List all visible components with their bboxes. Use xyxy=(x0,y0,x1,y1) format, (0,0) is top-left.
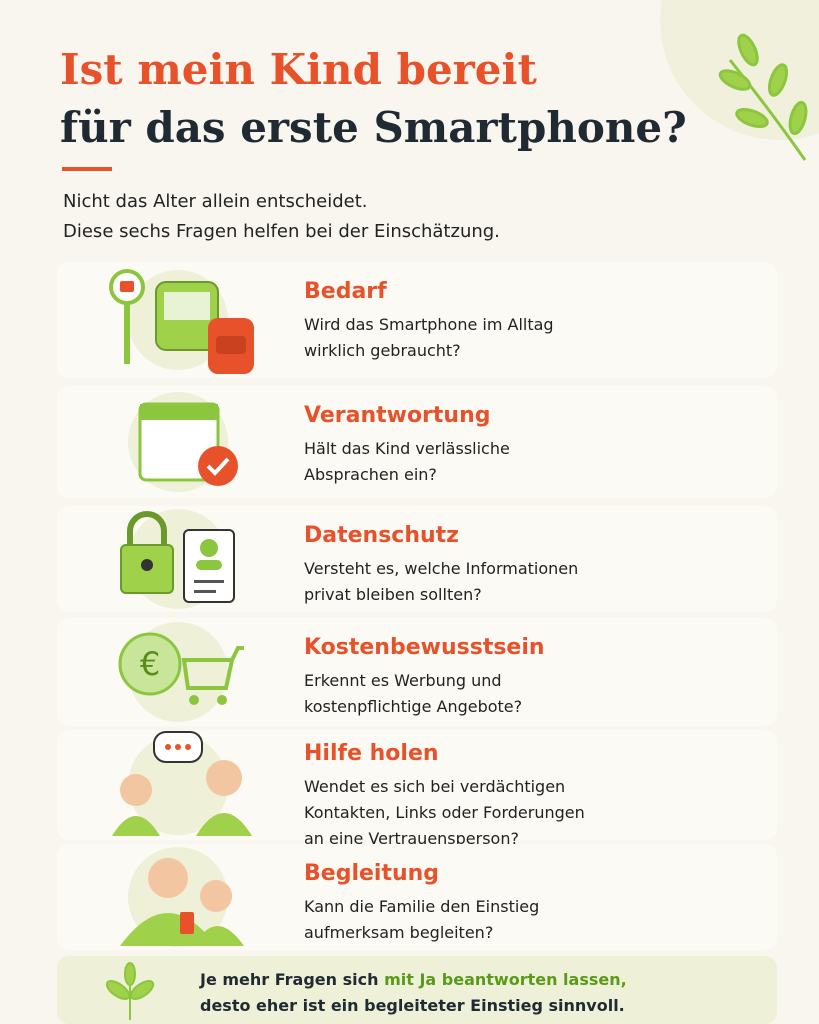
leaf-deco xyxy=(718,33,808,161)
item-text: Absprachen ein? xyxy=(304,465,437,484)
item-text: Erkennt es Werbung und xyxy=(304,671,502,690)
item-text: Versteht es, welche Informationen xyxy=(304,559,578,578)
item-title: Kostenbewusstsein xyxy=(304,635,545,660)
footer-highlight: mit Ja beantworten lassen, xyxy=(384,970,627,989)
card xyxy=(57,844,777,950)
footer-text: desto eher ist ein begleiteter Einstieg … xyxy=(200,996,625,1015)
item-title: Verantwortung xyxy=(304,403,491,428)
svg-text:€: € xyxy=(140,645,160,683)
card xyxy=(57,506,777,612)
item-title: Begleitung xyxy=(304,861,439,886)
item-title: Bedarf xyxy=(304,279,387,304)
title: für das erste Smartphone? xyxy=(60,103,687,152)
item-title: Hilfe holen xyxy=(304,741,439,766)
item-text: Hält das Kind verlässliche xyxy=(304,439,510,458)
footer-text: Je mehr Fragen sich xyxy=(199,970,379,989)
icons: € xyxy=(109,269,254,946)
item-text: kostenpflichtige Angebote? xyxy=(304,697,522,716)
item-text: privat bleiben sollten? xyxy=(304,585,482,604)
item-text: Kann die Familie den Einstieg xyxy=(304,897,539,916)
intro: Nicht das Alter allein entscheidet. xyxy=(63,191,368,212)
rule xyxy=(62,167,112,171)
item-title: Datenschutz xyxy=(304,523,459,548)
item-text: aufmerksam begleiten? xyxy=(304,923,493,942)
footer-box xyxy=(57,956,777,1024)
item-text: Kontakten, Links oder Forderungen xyxy=(304,803,585,822)
card xyxy=(57,730,777,840)
item-text: Wird das Smartphone im Alltag xyxy=(304,315,554,334)
item-text: Wendet es sich bei verdächtigen xyxy=(304,777,565,796)
footer-text: Je mehr Fragen sich mit Ja beantworten l… xyxy=(199,970,627,989)
icon-bg xyxy=(128,735,228,835)
card xyxy=(57,618,777,726)
footer-leaves xyxy=(105,962,155,1020)
item-text: an eine Vertrauensperson? xyxy=(304,829,519,848)
item-text: wirklich gebraucht? xyxy=(304,341,461,360)
intro: Diese sechs Fragen helfen bei der Einsch… xyxy=(63,221,500,242)
title: Ist mein Kind bereit xyxy=(60,45,537,94)
